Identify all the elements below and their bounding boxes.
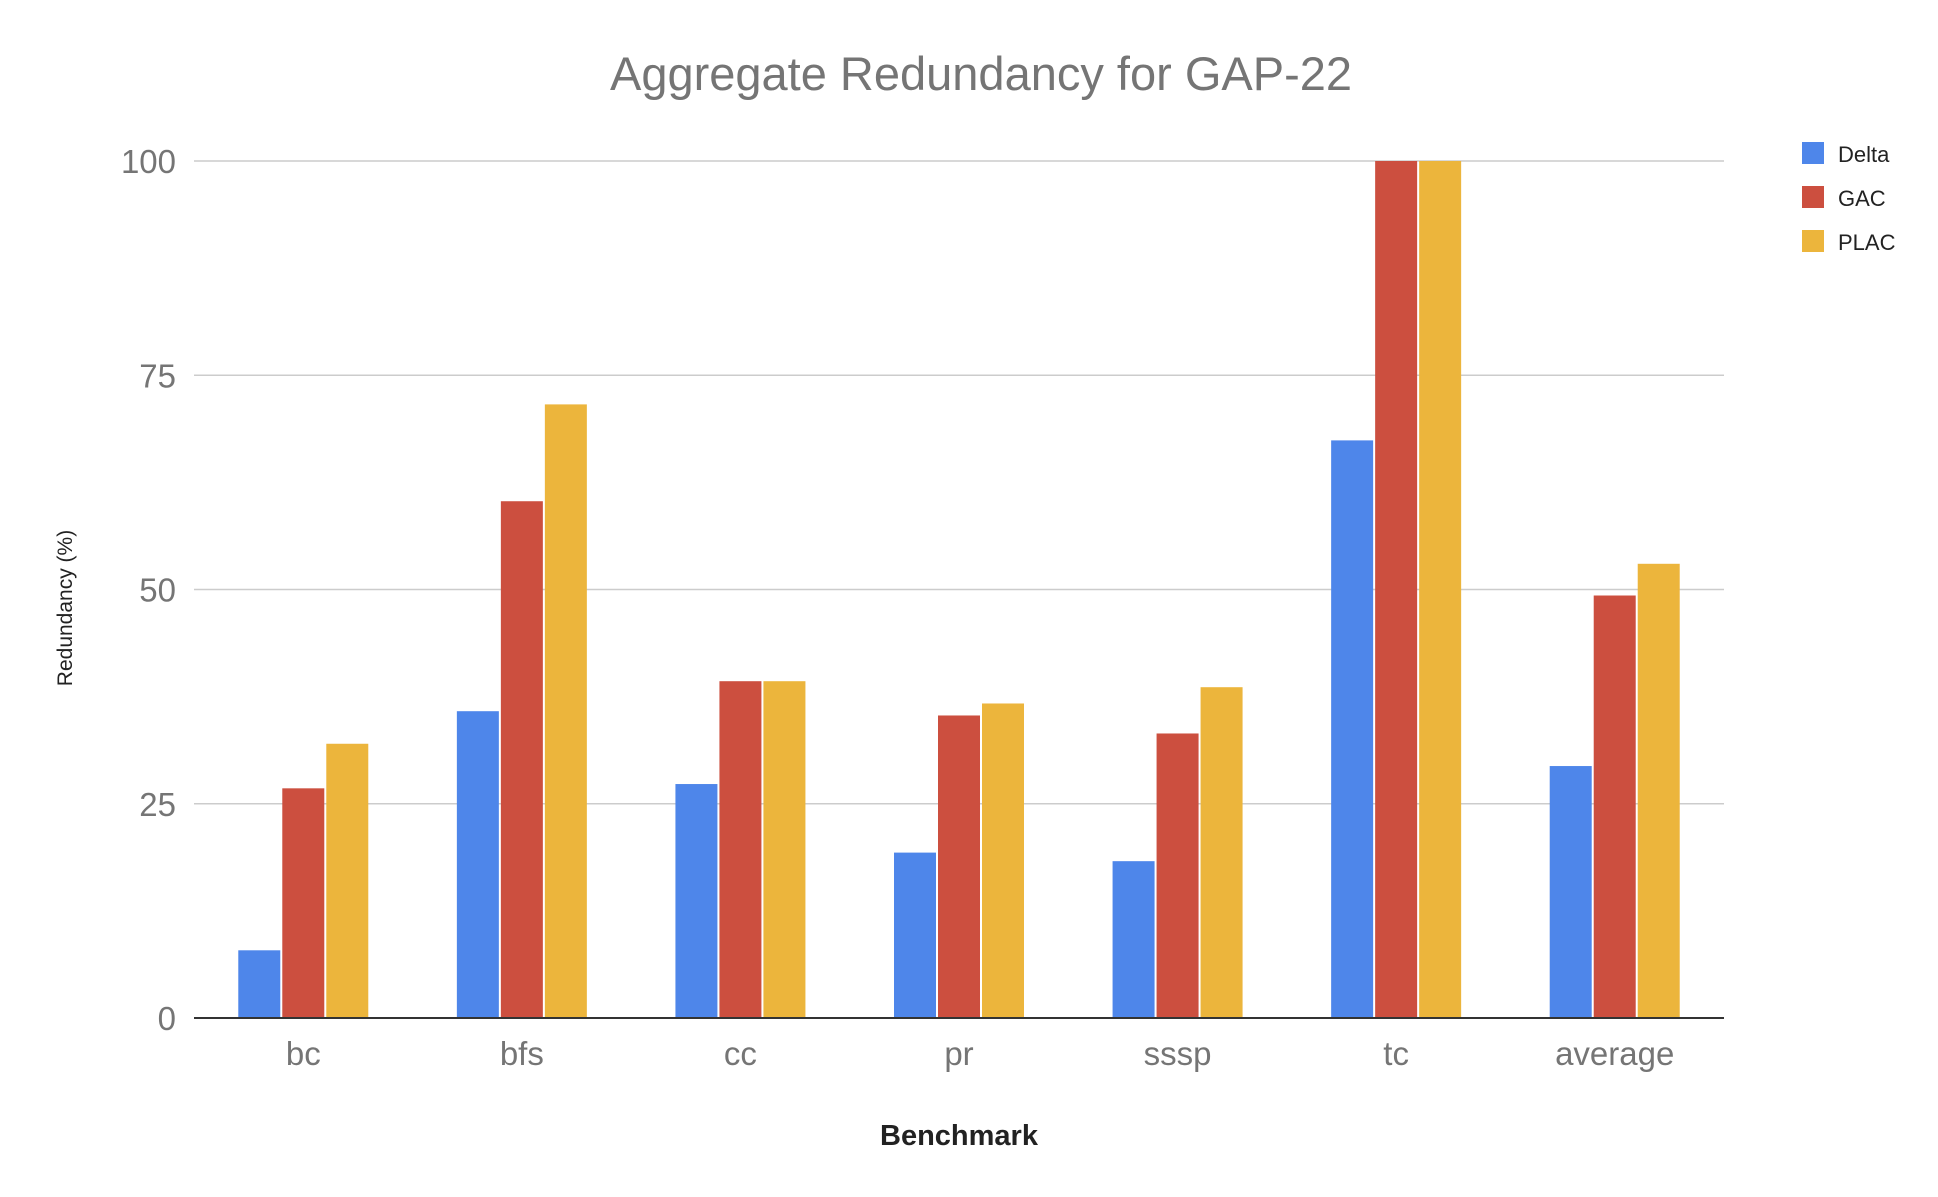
bar-delta-pr	[894, 852, 936, 1018]
bars	[238, 161, 1680, 1019]
y-tick-label: 50	[139, 572, 176, 609]
bar-delta-tc	[1331, 440, 1374, 1019]
bar-gac-bfs	[500, 501, 543, 1018]
gridlines	[194, 160, 1724, 805]
y-tick-label: 0	[158, 1000, 176, 1037]
x-tick-label: bfs	[500, 1035, 544, 1072]
bar-gac-average	[1593, 595, 1636, 1018]
bar-gac-tc	[1375, 161, 1418, 1018]
y-tick-label: 25	[139, 786, 176, 823]
bar-delta-bc	[238, 950, 281, 1018]
x-tick-label: average	[1555, 1035, 1674, 1072]
legend-swatch-gac	[1802, 186, 1824, 208]
legend-label-delta: Delta	[1838, 142, 1890, 167]
x-axis-title: Benchmark	[880, 1120, 1039, 1152]
y-tick-label: 75	[139, 357, 176, 394]
bar-gac-pr	[938, 715, 980, 1018]
bar-plac-bc	[326, 743, 369, 1018]
chart-title: Aggregate Redundancy for GAP-22	[610, 47, 1352, 100]
bar-gac-bc	[282, 788, 325, 1018]
bar-gac-cc	[719, 681, 762, 1018]
y-tick-label: 100	[121, 143, 176, 180]
x-tick-label: pr	[944, 1035, 973, 1072]
y-axis-title: Redundancy (%)	[54, 530, 77, 686]
legend-label-gac: GAC	[1838, 186, 1886, 211]
legend-swatch-delta	[1802, 142, 1824, 164]
bar-plac-sssp	[1200, 687, 1243, 1018]
legend-label-plac: PLAC	[1838, 230, 1896, 255]
x-axis-ticks: bc bfs cc pr sssp tc average	[286, 1035, 1674, 1072]
bar-gac-sssp	[1156, 733, 1199, 1018]
y-axis-ticks: 0 25 50 75 100	[121, 143, 176, 1037]
x-tick-label: cc	[724, 1035, 757, 1072]
bar-plac-average	[1637, 563, 1680, 1018]
bar-delta-bfs	[456, 711, 499, 1018]
x-tick-label: bc	[286, 1035, 321, 1072]
bar-plac-cc	[763, 681, 806, 1018]
legend-swatch-plac	[1802, 230, 1824, 252]
bar-plac-bfs	[544, 404, 587, 1018]
bar-plac-pr	[982, 703, 1024, 1018]
x-tick-label: sssp	[1144, 1035, 1212, 1072]
legend: Delta GAC PLAC	[1802, 142, 1896, 255]
bar-plac-tc	[1419, 161, 1462, 1018]
bar-delta-sssp	[1112, 861, 1155, 1018]
bar-delta-average	[1549, 766, 1592, 1018]
bar-delta-cc	[675, 784, 718, 1018]
x-tick-label: tc	[1383, 1035, 1409, 1072]
